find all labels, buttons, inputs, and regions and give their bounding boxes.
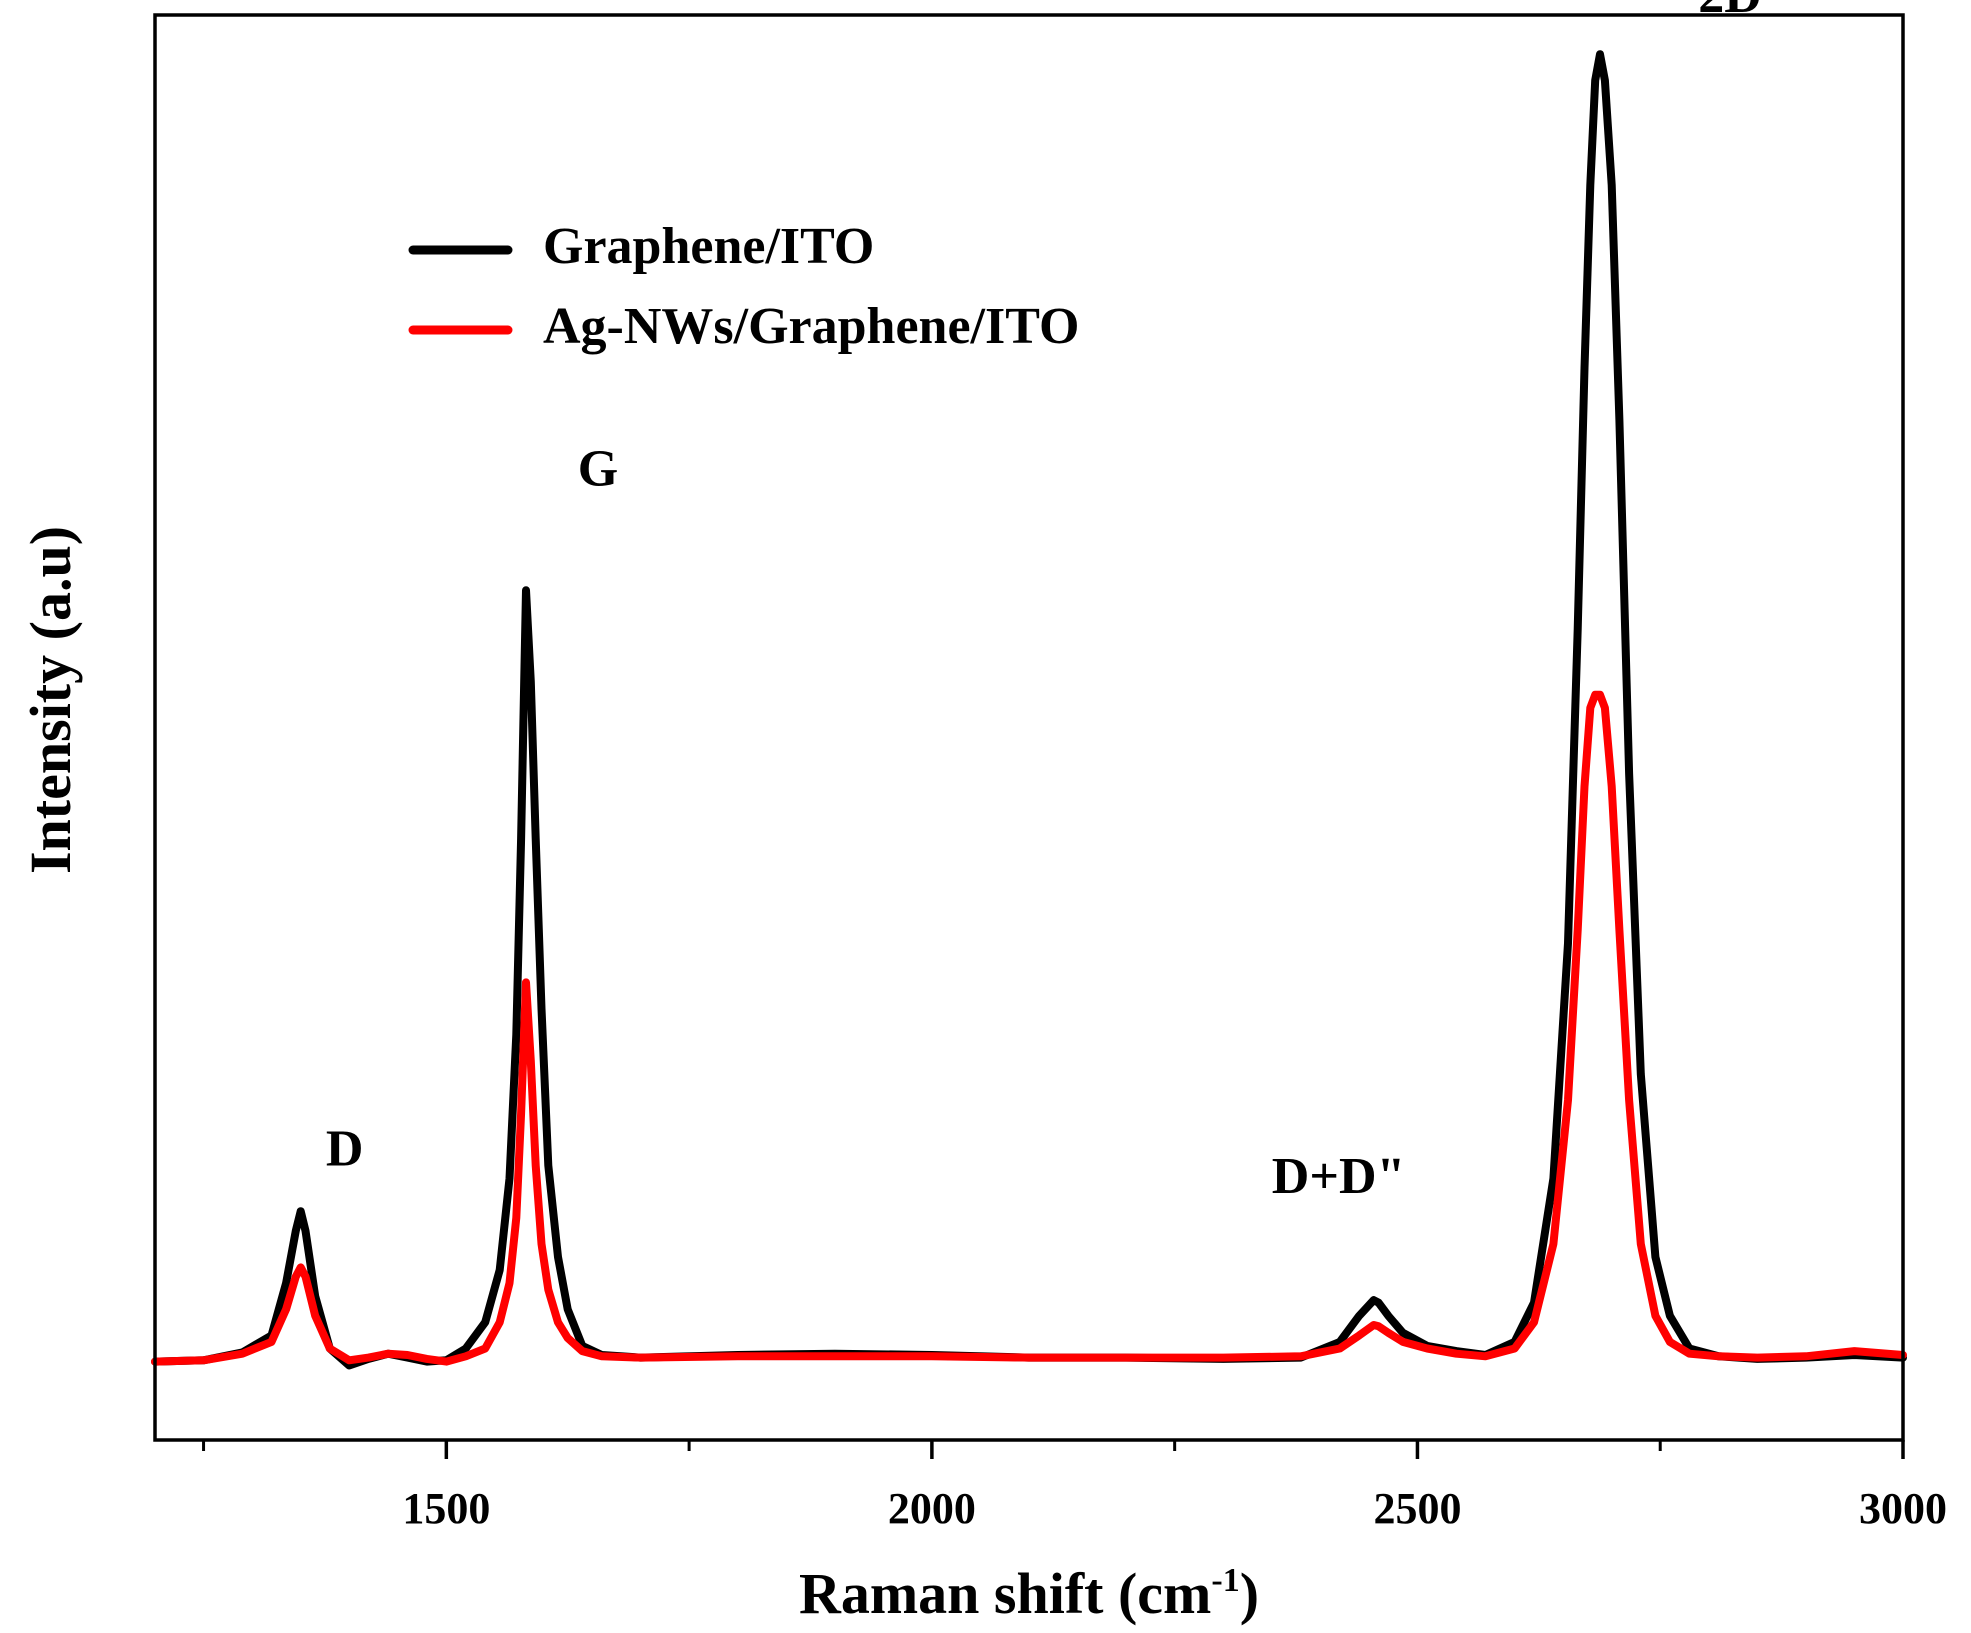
series-line-ag-nws-graphene-ito — [151, 690, 1907, 1366]
x-axis-title-main: Raman shift (cm — [799, 1561, 1211, 1626]
legend-label-ag-nws-graphene-ito: Ag-NWs/Graphene/ITO — [543, 298, 1079, 355]
peak-label-3: 2D — [1698, 0, 1762, 24]
peak-label-1: G — [578, 441, 618, 498]
peak-annotations: D G D+D" 2D — [326, 0, 1762, 1205]
x-axis-title-superscript: -1 — [1211, 1562, 1239, 1599]
x-tick-label-3000: 3000 — [1859, 1484, 1947, 1533]
x-axis-title: Raman shift (cm-1) — [799, 1561, 1259, 1626]
peak-label-0: D — [326, 1120, 364, 1177]
legend: Graphene/ITO Ag-NWs/Graphene/ITO — [408, 218, 1079, 355]
x-axis-ticks — [202, 1440, 1905, 1459]
x-tick-label-1500: 1500 — [402, 1484, 490, 1533]
x-tick-label-2500: 2500 — [1373, 1484, 1461, 1533]
x-axis-title-close: ) — [1240, 1561, 1259, 1626]
x-axis-tick-labels: 1500 2000 2500 3000 — [402, 1484, 1947, 1533]
series-layer — [151, 50, 1907, 1370]
peak-label-2: D+D" — [1272, 1148, 1406, 1205]
y-axis-title: Intensity (a.u) — [18, 526, 83, 874]
legend-label-graphene-ito: Graphene/ITO — [543, 218, 874, 275]
plot-frame — [153, 13, 1905, 1442]
x-tick-label-2000: 2000 — [888, 1484, 976, 1533]
